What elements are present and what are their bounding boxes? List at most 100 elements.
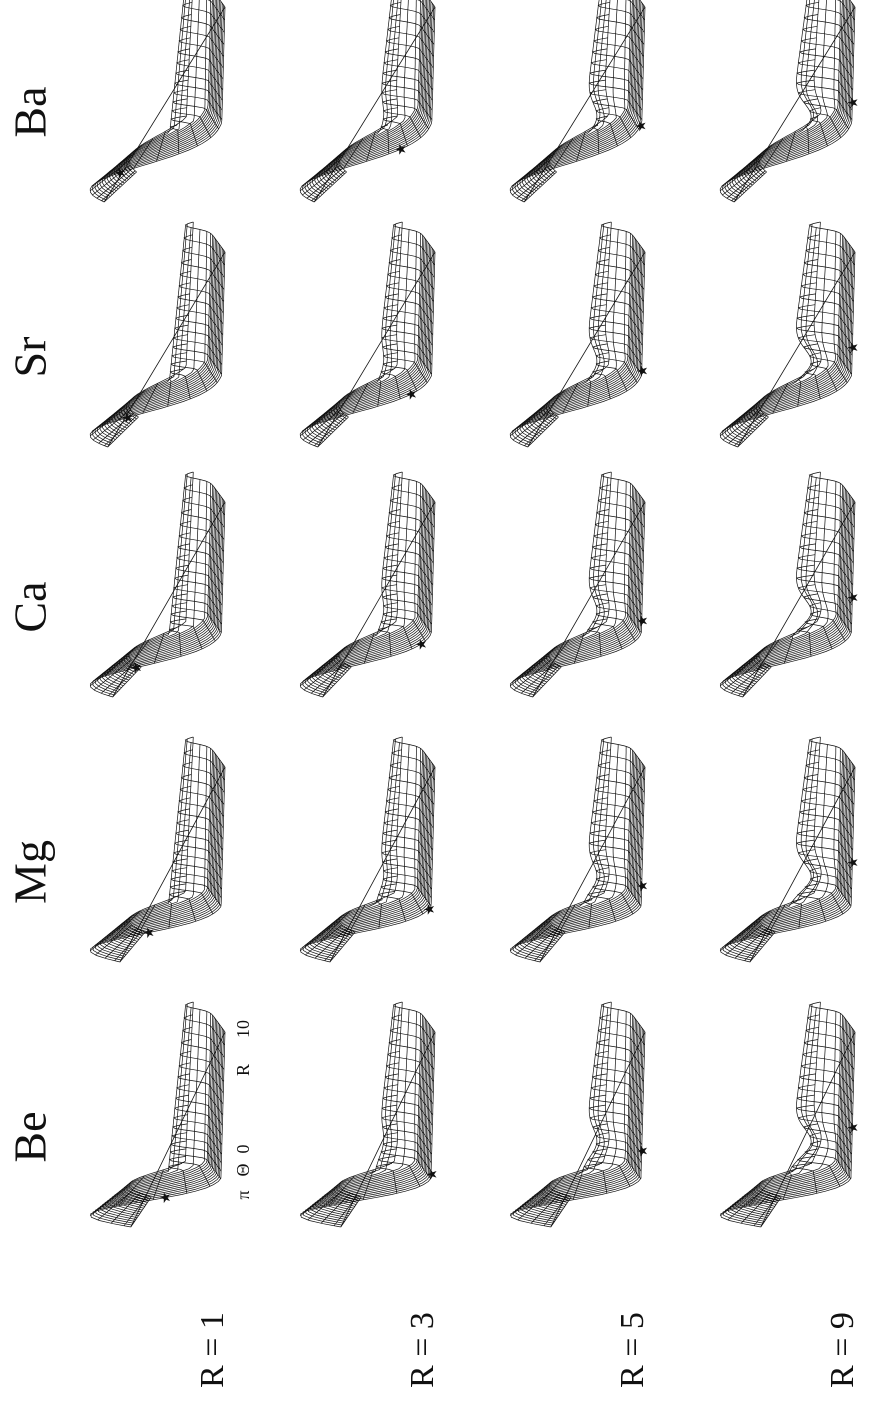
mesh-line [759,222,821,417]
star-marker: ★ [636,880,651,893]
mesh-line [303,410,340,440]
surface-plot: ★ [510,737,651,962]
star-marker: ★ [636,365,651,378]
star-marker: ★ [159,1191,174,1204]
mesh-line [752,743,818,938]
mesh-line [532,1015,632,1210]
mesh-line [752,0,818,178]
axis-label: π [233,1190,253,1199]
mesh-line [537,231,626,426]
mesh-line [594,798,643,828]
star-marker: ★ [114,166,129,179]
star-marker: ★ [847,856,862,869]
star-marker: ★ [847,1121,862,1134]
surface-plot: ★ [90,472,225,697]
mesh-line [759,737,821,932]
axis-label: R [233,1064,253,1076]
mesh-line [723,410,760,440]
mesh-line [547,1004,604,1199]
mesh-line [107,1019,215,1214]
mesh-line [754,476,811,671]
surface-plot: ★ [90,0,225,202]
mesh-line [320,1017,424,1212]
mesh-line [742,1015,842,1210]
mesh-line [103,1023,219,1218]
mesh-line [334,1006,393,1201]
mesh-line [601,0,645,7]
mesh-line [315,1021,427,1216]
mesh-line [540,1010,619,1205]
star-marker: ★ [423,903,438,916]
surface-plot: ★ [720,1002,861,1227]
surface-plot: ★ [300,0,435,202]
mesh-line [544,476,601,671]
star-marker: ★ [405,388,420,401]
mesh-line [752,1008,818,1203]
mesh-line [544,741,601,936]
mesh-line [127,1004,188,1199]
mesh-line [327,231,417,426]
mesh-line [332,0,400,178]
mesh-line [750,1010,829,1205]
star-marker: ★ [121,411,136,424]
mesh-line [747,231,836,426]
mesh-line [112,1015,212,1210]
surface-plot: ★ [90,1002,225,1227]
mesh-line [594,1063,643,1093]
mesh-line [525,1021,637,1216]
surface-plot: ★ [300,737,438,962]
mesh-line [804,1040,854,1070]
mesh-line [513,1030,644,1225]
mesh-line [759,1002,821,1197]
row-label: R = 3 [404,1312,441,1388]
surface-plot: ★ [90,737,225,962]
star-marker: ★ [425,1168,440,1181]
mesh-line [523,1023,639,1218]
star-marker: ★ [636,615,651,628]
mesh-line [115,1013,211,1208]
mesh-line [313,1023,429,1218]
mesh-line [735,1021,847,1216]
star-marker: ★ [395,143,410,156]
base-line [528,252,645,447]
surface-plot: ★ [300,1002,440,1227]
mesh-line [513,410,550,440]
mesh-line [524,416,556,446]
row-label: R = 1 [194,1312,231,1388]
mesh-line [804,775,854,805]
mesh-line [124,226,186,421]
star-marker: ★ [847,591,862,604]
mesh-line [594,38,643,68]
base-line [314,7,435,202]
mesh-line [739,666,769,696]
mesh-line [594,283,643,313]
mesh-line [740,1017,844,1212]
column-label: Mg [5,840,56,904]
column-label: Ba [5,86,56,137]
mesh-line [327,481,417,676]
mesh-line [122,478,191,673]
mesh-line [317,1019,425,1214]
star-marker: ★ [130,661,145,674]
axis-label: 10 [233,1020,253,1038]
mesh-line [754,741,811,936]
column-label: Sr [5,337,56,378]
surface-plot: ★ [720,0,862,202]
mesh-line [549,737,611,932]
mesh-line [542,1008,608,1203]
surface-plot: ★ [300,222,435,447]
mesh-line [529,666,559,696]
rotated-figure: BeMgCaSrBaR = 1R = 3R = 5R = 9★★★★★★★★★★… [5,0,862,1388]
mesh-line [588,1156,630,1186]
base-line [734,7,855,202]
mesh-line [332,743,400,938]
mesh-line [337,1004,396,1199]
surface-plot: ★ [510,222,651,447]
mesh-line [303,1030,434,1225]
surface-plot: ★ [720,472,861,697]
star-marker: ★ [847,96,862,109]
axis-label: 0 [233,1145,253,1154]
mesh-line [127,739,188,934]
star-marker: ★ [142,926,157,939]
base-line [738,252,855,447]
